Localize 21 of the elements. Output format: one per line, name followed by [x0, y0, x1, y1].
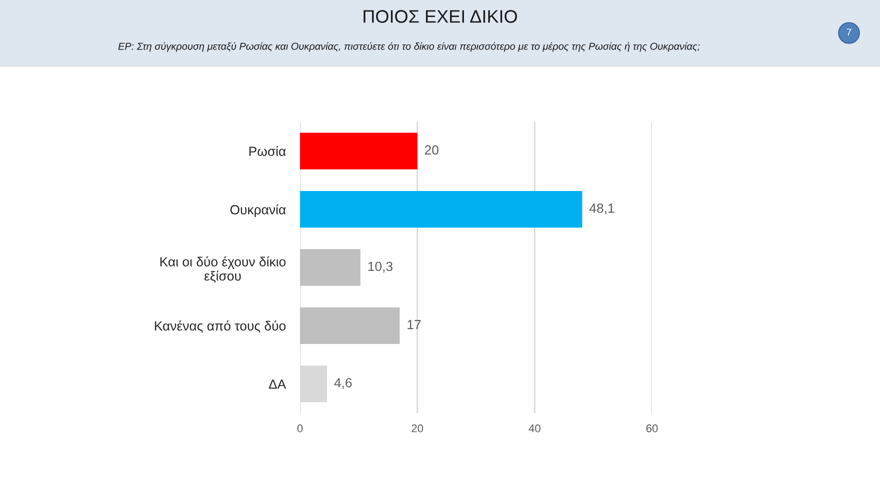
y-tick-label: Κανένας από τους δύο	[154, 320, 286, 333]
chart-subtitle: ΕΡ: Στη σύγκρουση μεταξύ Ρωσίας και Ουκρανίας, πιστεύετε ότι το δίκιο είναι περισσότερο με το μέρος της Ρωσίας ή της Ουκρανίας;	[118, 42, 700, 52]
x-tick-label: 60	[646, 424, 658, 432]
data-label: 10,3	[368, 262, 392, 273]
data-label: 48,1	[589, 204, 614, 214]
data-label: 20	[424, 145, 438, 155]
data-label: 4,6	[334, 378, 352, 389]
bar	[300, 132, 418, 170]
x-tick-label: 40	[528, 424, 540, 432]
bar	[300, 307, 400, 344]
bar	[300, 190, 582, 228]
chart-title: ΠΟΙΟΣ ΕΧΕΙ ΔΙΚΙΟ	[364, 10, 517, 23]
x-tick-label: 0	[297, 424, 303, 432]
y-tick-label: Ρωσία	[249, 146, 286, 156]
y-tick-label: Και οι δύο έχουν δίκιο εξίσου	[160, 256, 286, 283]
y-tick-label: Ουκρανία	[230, 204, 286, 218]
y-tick-label: ΔΑ	[268, 380, 286, 389]
bar	[300, 249, 360, 286]
x-tick-label: 20	[412, 424, 424, 432]
text: 7	[846, 28, 852, 36]
data-label: 17	[408, 320, 421, 330]
